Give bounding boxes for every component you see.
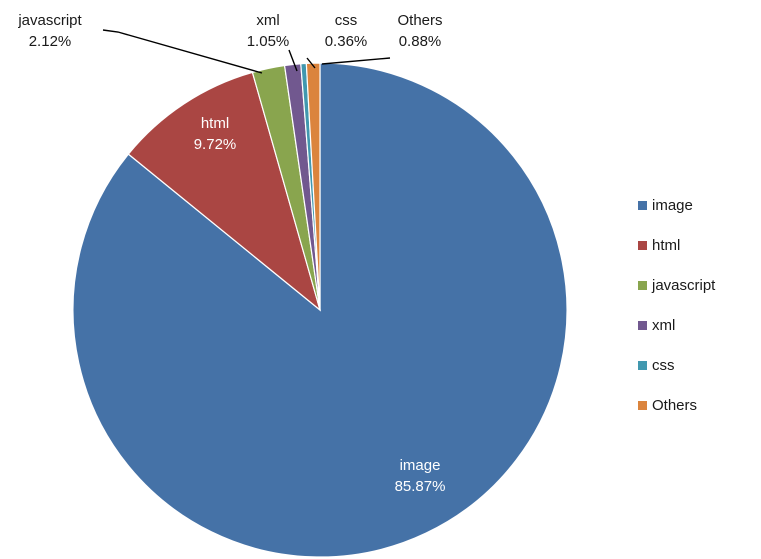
pie-slices	[72, 62, 568, 558]
leader-line-css	[306, 57, 316, 69]
legend-swatch-xml	[638, 321, 647, 330]
legend-label-xml: xml	[652, 317, 675, 334]
legend-swatch-javascript	[638, 281, 647, 290]
leader-line-others	[321, 57, 391, 65]
legend-label-css: css	[652, 357, 675, 374]
legend-label-html: html	[652, 237, 680, 254]
data-label-xml-name: xml	[256, 12, 279, 29]
legend-swatch-css	[638, 361, 647, 370]
data-label-image-value: 85.87%	[395, 478, 446, 495]
data-label-css-name: css	[335, 12, 358, 29]
legend-swatch-html	[638, 241, 647, 250]
slice-image	[72, 62, 568, 558]
data-label-xml-value: 1.05%	[247, 33, 290, 50]
data-label-html-name: html	[201, 115, 229, 132]
legend-swatch-image	[638, 201, 647, 210]
legend-label-javascript: javascript	[651, 277, 716, 294]
data-label-javascript-value: 2.12%	[29, 33, 72, 50]
data-labels: image 85.87% html 9.72% javascript 2.12% xml 1.…	[17, 12, 445, 495]
legend-label-image: image	[652, 197, 693, 214]
data-label-image-name: image	[400, 457, 441, 474]
legend-swatch-others	[638, 401, 647, 410]
slice-html	[127, 71, 322, 312]
data-label-others-name: Others	[397, 12, 442, 29]
legend: image html javascript xml css Others	[638, 197, 716, 414]
data-label-javascript-name: javascript	[17, 12, 82, 29]
data-label-others-value: 0.88%	[399, 33, 442, 50]
legend-label-others: Others	[652, 397, 697, 414]
leader-line-javascript	[102, 29, 263, 74]
slice-others	[305, 62, 321, 311]
leader-lines	[102, 29, 391, 74]
data-label-html-value: 9.72%	[194, 136, 237, 153]
data-label-css-value: 0.36%	[325, 33, 368, 50]
leader-line-xml	[288, 49, 298, 72]
